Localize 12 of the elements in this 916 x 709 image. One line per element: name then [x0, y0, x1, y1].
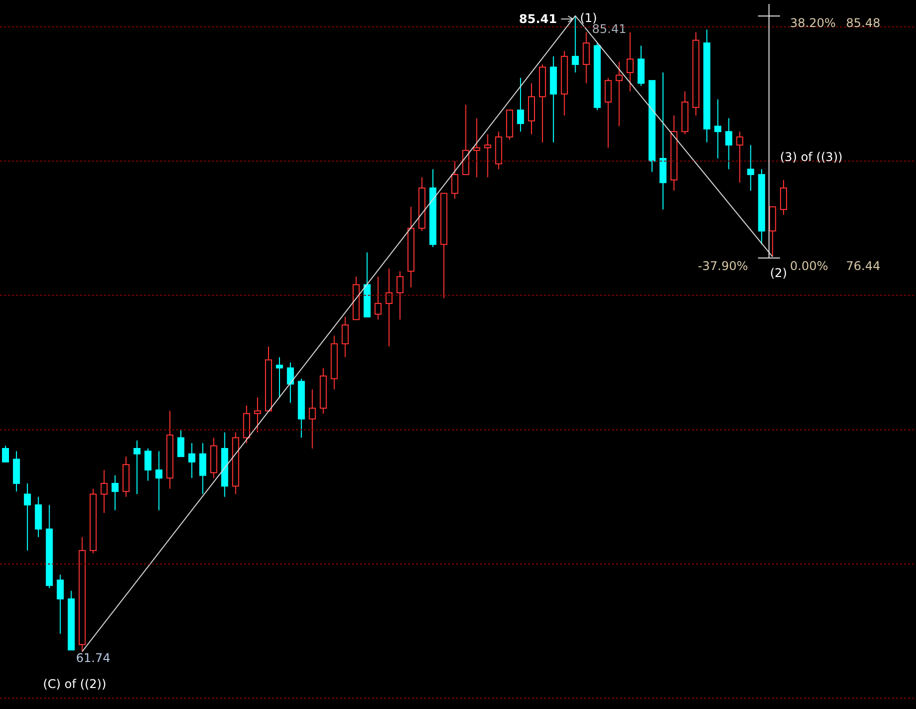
annotation: -37.90% [698, 259, 748, 273]
annotation: 85.41 [519, 12, 557, 26]
annotation: 61.74 [76, 651, 110, 665]
annotation: 85.41 [592, 22, 626, 36]
text: 85.48 [846, 16, 880, 30]
annotation: (3) of ((3)) [780, 150, 843, 164]
annotation: (C) of ((2)) [43, 677, 106, 691]
text: 76.44 [846, 259, 880, 273]
text: 38.20% [790, 16, 836, 30]
annotation: (1) [580, 11, 597, 25]
text: 0.00% [790, 259, 828, 273]
annotation: (2) [770, 266, 787, 280]
